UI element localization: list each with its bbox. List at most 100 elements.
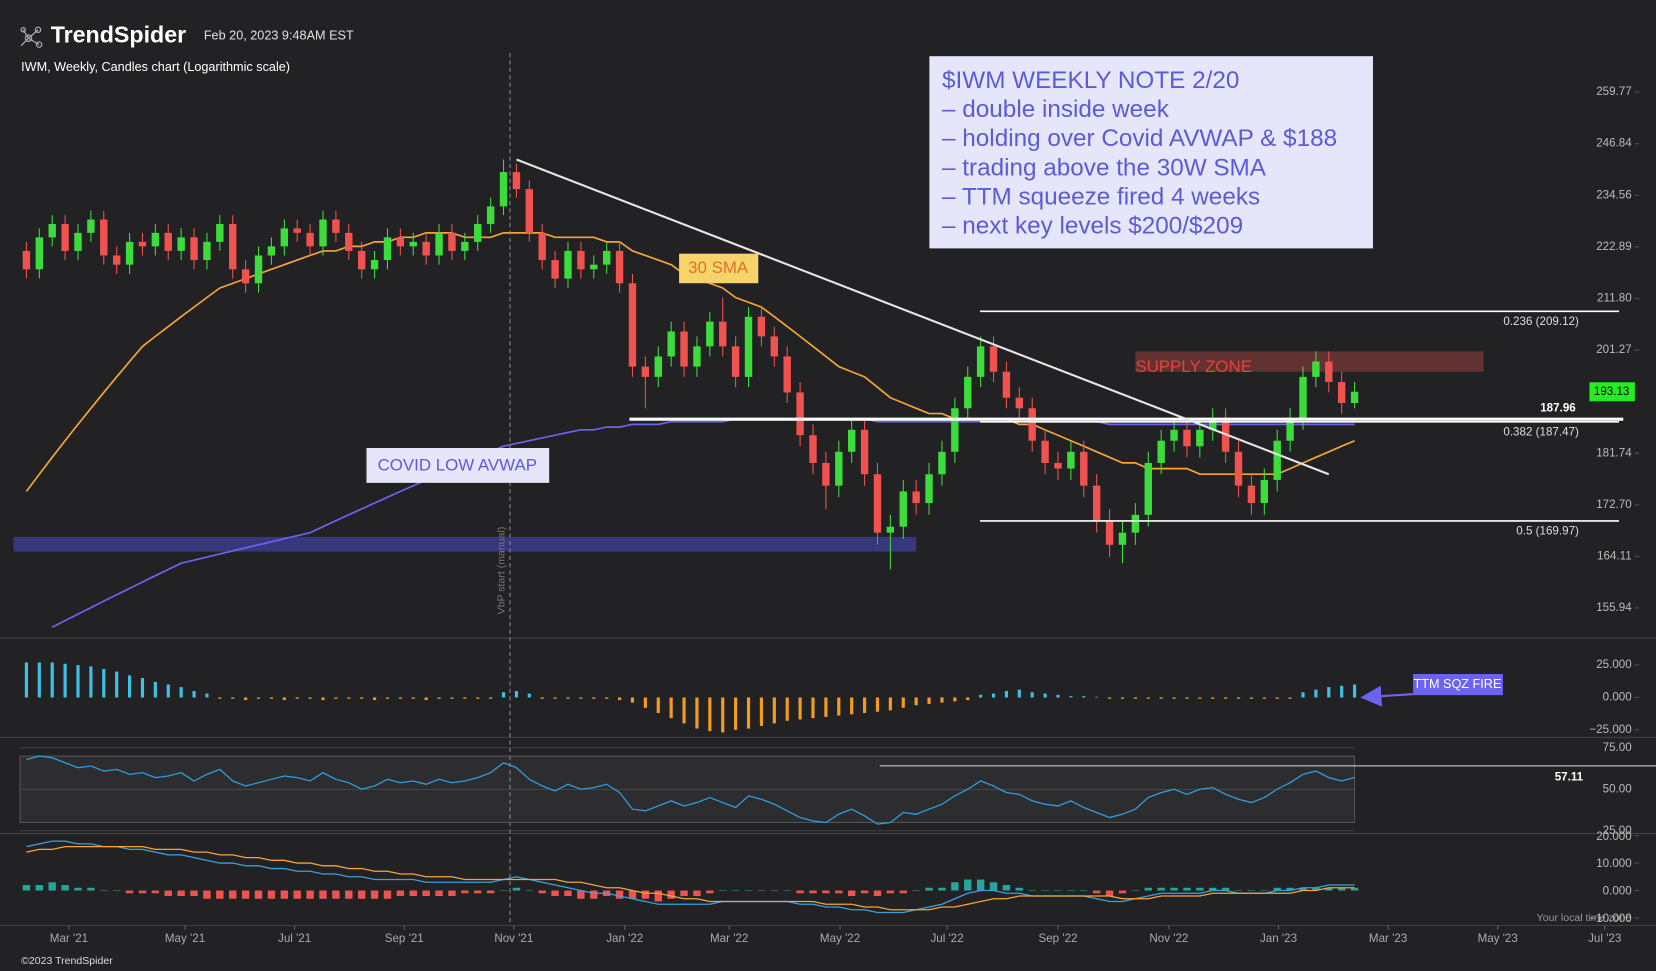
squeeze-bar <box>231 697 235 699</box>
squeeze-bar <box>385 697 390 699</box>
squeeze-bar <box>424 697 428 701</box>
macd-histogram-bar <box>1067 890 1075 892</box>
squeeze-bar <box>1159 697 1163 699</box>
squeeze-bar <box>734 697 738 730</box>
candle-body <box>35 237 44 270</box>
macd-histogram-bar <box>35 885 44 891</box>
y-tick-label: 10.000 <box>1596 857 1632 870</box>
macd-histogram-bar <box>654 890 662 902</box>
macd-histogram-bar <box>474 890 482 894</box>
macd-histogram-bar <box>873 890 882 897</box>
avwap-label: COVID LOW AVWAP <box>378 455 537 474</box>
macd-histogram-bar <box>396 890 405 897</box>
squeeze-bar <box>1056 694 1060 698</box>
squeeze-bar <box>527 693 531 698</box>
squeeze-bar <box>695 697 699 729</box>
macd-histogram-bar <box>680 890 688 897</box>
candle-body <box>1325 361 1333 383</box>
candle-body <box>422 241 430 256</box>
note-line: – holding over Covid AVWAP & $188 <box>942 125 1337 152</box>
y-tick-label: 75.00 <box>1603 741 1632 754</box>
candle-body <box>641 366 650 377</box>
candle-body <box>319 219 327 247</box>
squeeze-bar <box>953 697 957 702</box>
x-tick-label: May '23 <box>1478 932 1518 945</box>
squeeze-bar <box>643 697 647 708</box>
squeeze-bar <box>630 697 635 703</box>
squeeze-bar <box>218 697 222 699</box>
macd-histogram-bar <box>1105 890 1114 897</box>
candle-body <box>1299 376 1307 419</box>
macd-histogram-bar <box>1260 890 1269 892</box>
macd-histogram-bar <box>151 890 160 894</box>
macd-histogram-bar <box>370 890 379 899</box>
x-tick-label: Mar '21 <box>50 932 88 945</box>
squeeze-bar <box>50 662 54 698</box>
macd-histogram-bar <box>912 890 920 892</box>
candle-body <box>22 250 31 270</box>
macd-histogram-bar <box>1080 890 1088 892</box>
macd-histogram-bar <box>241 890 250 899</box>
candle-body <box>125 241 134 265</box>
candle-body <box>306 232 314 247</box>
candle-body <box>538 232 546 261</box>
squeeze-bar <box>682 697 686 724</box>
macd-histogram-bar <box>976 879 985 891</box>
squeeze-bar <box>1198 697 1202 699</box>
macd-histogram-bar <box>74 887 82 891</box>
squeeze-bar <box>1082 696 1086 698</box>
y-tick-label: 259.77 <box>1596 85 1632 98</box>
macd-histogram-bar <box>538 890 546 894</box>
squeeze-bar <box>1275 697 1279 699</box>
candle-body <box>706 321 714 347</box>
squeeze-bar <box>256 697 261 699</box>
y-tick-label: −10.000 <box>1589 912 1631 925</box>
candle-body <box>860 429 869 475</box>
macd-histogram-bar <box>1325 887 1333 891</box>
squeeze-bar <box>1043 693 1047 698</box>
note-line: $IWM WEEKLY NOTE 2/20 <box>942 67 1239 94</box>
candle-body <box>1260 479 1269 504</box>
squeeze-bar <box>140 678 145 698</box>
candle-body <box>100 219 108 256</box>
macd-histogram-bar <box>809 890 817 894</box>
squeeze-bar <box>334 697 338 699</box>
candle-body <box>1286 418 1294 441</box>
candle-body <box>1002 371 1011 398</box>
macd-histogram-bar <box>22 885 31 891</box>
macd-histogram-bar <box>448 890 456 897</box>
macd-histogram-bar <box>1015 887 1024 891</box>
candle-body <box>486 206 495 224</box>
candle-body <box>216 223 224 242</box>
squeeze-bar <box>592 697 596 699</box>
squeeze-bar <box>1211 697 1215 699</box>
squeeze-bar <box>708 697 712 732</box>
squeeze-bar <box>579 697 583 699</box>
candle-body <box>164 232 172 251</box>
y-tick-label: 246.84 <box>1596 137 1632 150</box>
candle-body <box>719 321 727 347</box>
squeeze-bar <box>798 697 802 720</box>
candle-body <box>280 228 289 247</box>
macd-histogram-bar <box>177 890 185 897</box>
y-tick-label: 222.89 <box>1596 240 1632 253</box>
squeeze-bar <box>360 697 364 699</box>
note-line: – TTM squeeze fired 4 weeks <box>942 184 1260 211</box>
macd-histogram-bar <box>719 890 727 892</box>
macd-histogram-bar <box>886 890 895 894</box>
candle-body <box>112 255 121 265</box>
candle-body <box>693 346 701 367</box>
macd-histogram-bar <box>731 890 740 892</box>
macd-histogram-bar <box>564 890 572 897</box>
macd-histogram-bar <box>744 890 753 892</box>
candle-body <box>1183 429 1191 447</box>
candle-body <box>886 526 895 533</box>
squeeze-bar <box>192 690 196 698</box>
candle-body <box>461 241 469 251</box>
chart-subtitle: IWM, Weekly, Candles chart (Logarithmic … <box>21 60 290 74</box>
candle-body <box>229 223 237 270</box>
macd-histogram-bar <box>951 882 959 891</box>
y-tick-label: −25.000 <box>1589 723 1631 736</box>
macd-histogram-bar <box>267 890 276 899</box>
